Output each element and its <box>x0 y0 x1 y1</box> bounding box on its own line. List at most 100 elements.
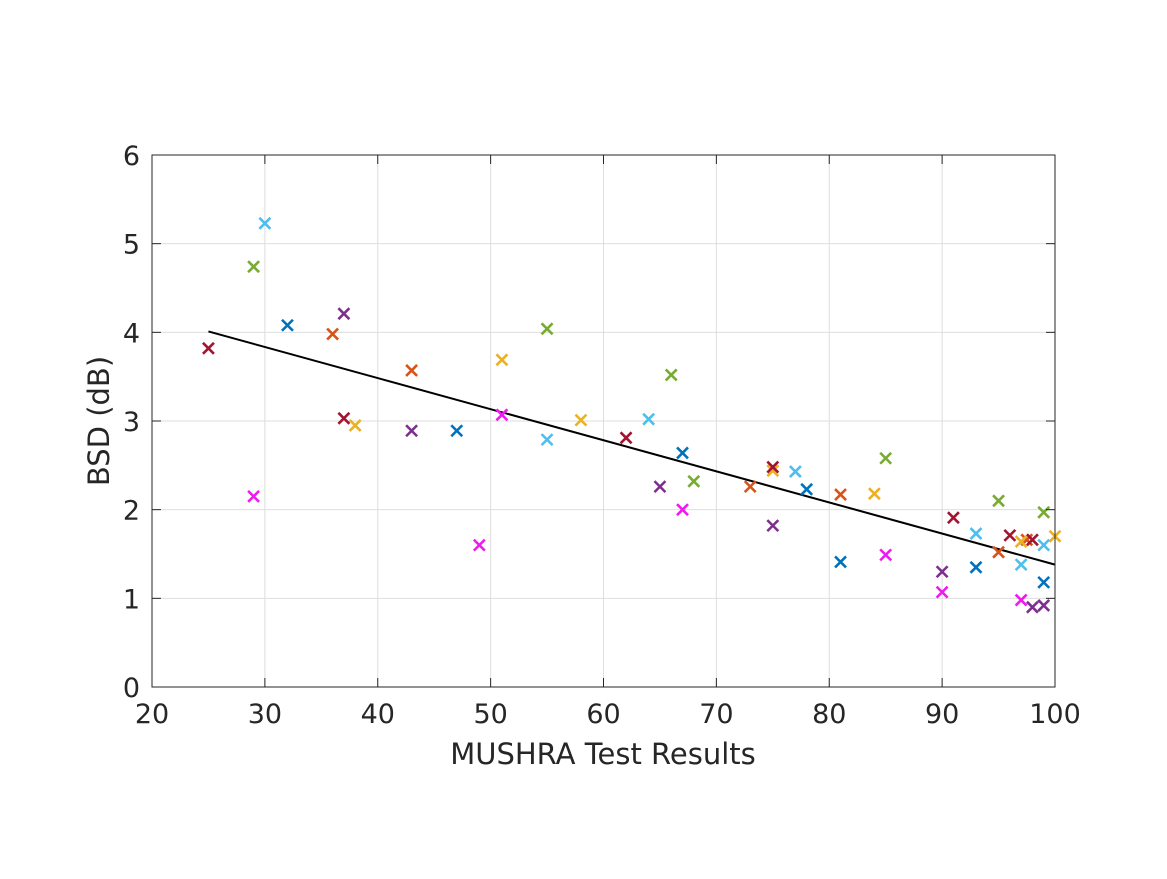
x-marker <box>540 433 554 447</box>
data-point-s3 <box>495 353 509 367</box>
data-point-s7 <box>337 411 351 425</box>
y-tick-label: 6 <box>123 141 140 172</box>
data-point-s4 <box>405 424 419 438</box>
x-marker <box>337 307 351 321</box>
x-marker <box>1037 538 1051 552</box>
data-point-s7 <box>946 511 960 525</box>
x-marker <box>676 446 689 460</box>
regression-line <box>208 330 1056 566</box>
data-point-s8 <box>1014 593 1028 607</box>
data-point-s6 <box>642 412 656 426</box>
data-point-s7 <box>202 341 215 355</box>
x-marker <box>495 353 509 367</box>
x-marker <box>495 408 509 422</box>
data-point-s5 <box>540 322 554 336</box>
data-point-s4 <box>1026 600 1039 614</box>
x-marker <box>337 411 351 425</box>
x-marker <box>935 585 949 599</box>
x-marker <box>1014 593 1028 607</box>
x-marker <box>788 465 802 478</box>
x-marker <box>946 511 960 525</box>
x-marker <box>1037 575 1051 589</box>
data-point-s1 <box>834 555 847 569</box>
x-marker <box>834 488 847 502</box>
x-marker <box>326 327 340 341</box>
data-point-s4 <box>766 519 780 533</box>
x-tick-label: 100 <box>1029 699 1081 730</box>
data-point-s1 <box>969 560 983 574</box>
x-tick-label: 70 <box>699 699 733 730</box>
x-marker <box>1026 600 1039 614</box>
x-marker <box>1037 505 1051 519</box>
x-marker <box>766 460 780 474</box>
x-marker <box>969 560 983 574</box>
y-tick-label: 3 <box>123 407 140 438</box>
x-marker <box>879 548 893 562</box>
data-point-s2 <box>834 488 847 502</box>
y-tick-label: 4 <box>123 318 140 349</box>
data-points <box>202 216 1062 614</box>
x-marker <box>743 480 757 494</box>
grid <box>151 154 1056 688</box>
x-marker <box>281 318 294 332</box>
x-marker <box>992 494 1005 508</box>
data-point-s1 <box>1037 575 1051 589</box>
data-point-s4 <box>337 307 351 321</box>
data-point-s6 <box>788 465 802 478</box>
data-point-s3 <box>348 419 362 432</box>
x-marker <box>642 412 656 426</box>
x-tick-label: 50 <box>473 699 507 730</box>
data-point-s8 <box>247 489 261 503</box>
x-marker <box>1003 528 1017 542</box>
tick-labels: 20 30 40 50 60 70 80 90 100 0 1 2 3 4 5 6 <box>123 141 1081 730</box>
x-marker <box>348 419 362 432</box>
x-marker <box>676 503 689 517</box>
x-marker <box>766 519 780 533</box>
x-marker <box>687 474 701 488</box>
data-point-s6 <box>1014 558 1028 572</box>
y-tick-label: 0 <box>123 673 140 704</box>
x-marker <box>1026 533 1039 547</box>
x-marker <box>834 555 847 569</box>
x-marker <box>247 489 261 503</box>
data-point-s7 <box>766 460 780 474</box>
x-axis-label: MUSHRA Test Results <box>450 737 756 771</box>
data-point-s4 <box>653 480 667 494</box>
data-point-s8 <box>472 538 486 552</box>
data-point-s8 <box>676 503 689 517</box>
data-point-s5 <box>992 494 1005 508</box>
x-tick-label: 20 <box>135 699 169 730</box>
data-point-s2 <box>405 364 419 377</box>
data-point-s6 <box>540 433 554 447</box>
x-tick-label: 90 <box>925 699 959 730</box>
data-point-s1 <box>281 318 294 332</box>
x-marker <box>992 545 1005 559</box>
data-point-s5 <box>687 474 701 488</box>
data-point-s3 <box>574 413 588 427</box>
data-point-s6 <box>969 527 983 541</box>
data-point-s2 <box>992 545 1005 559</box>
x-marker <box>653 480 667 494</box>
x-marker <box>969 527 983 541</box>
data-point-s1 <box>450 424 464 438</box>
data-point-s3 <box>1014 535 1028 549</box>
x-marker <box>664 368 678 382</box>
y-axis-label: BSD (dB) <box>82 356 116 486</box>
x-marker <box>619 431 633 445</box>
data-point-s5 <box>1037 505 1051 519</box>
y-tick-label: 1 <box>123 584 140 615</box>
x-marker <box>1014 535 1028 549</box>
x-marker <box>1014 558 1028 572</box>
x-marker <box>450 424 464 438</box>
data-point-s2 <box>743 480 757 494</box>
x-marker <box>258 216 272 230</box>
data-point-s5 <box>879 451 893 465</box>
data-point-s5 <box>247 260 261 274</box>
data-point-s5 <box>664 368 678 382</box>
y-tick-label: 5 <box>123 230 140 261</box>
data-point-s7 <box>1003 528 1017 542</box>
data-point-s8 <box>879 548 893 562</box>
x-tick-label: 30 <box>248 699 282 730</box>
x-marker <box>766 464 780 478</box>
x-marker <box>879 451 893 465</box>
